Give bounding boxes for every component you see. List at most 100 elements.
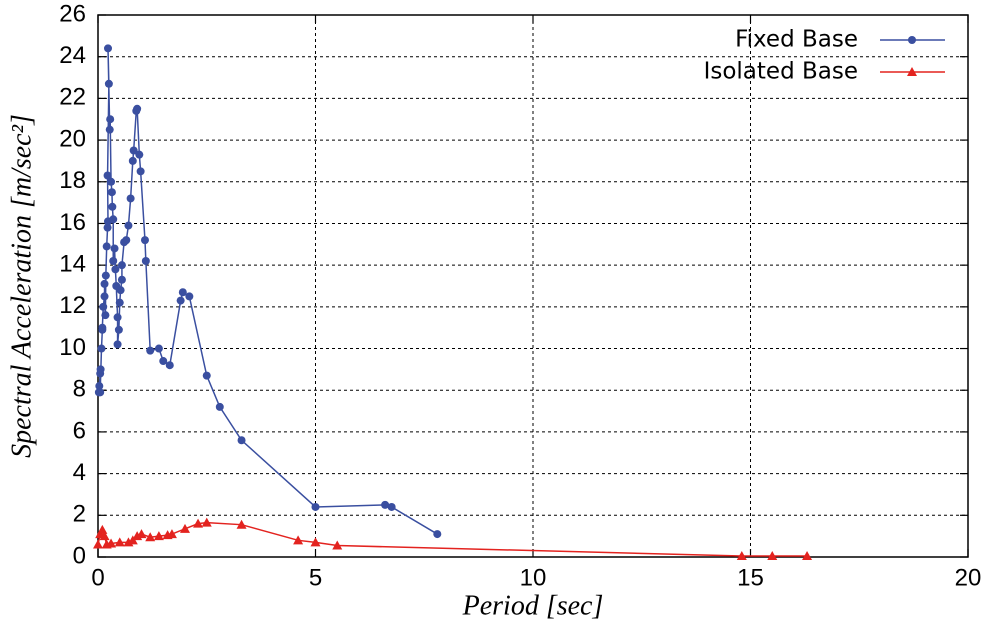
marker (907, 67, 917, 76)
marker (104, 79, 113, 88)
marker (106, 115, 115, 124)
marker (99, 302, 108, 311)
marker (736, 550, 747, 560)
marker (159, 357, 168, 366)
marker (237, 436, 246, 445)
marker (146, 346, 155, 355)
marker (128, 156, 137, 165)
marker (105, 125, 114, 134)
marker (141, 256, 150, 265)
y-tick-label: 20 (59, 125, 86, 152)
x-tick-label: 15 (737, 564, 764, 591)
marker (126, 194, 135, 203)
marker (193, 518, 204, 528)
y-tick-label: 8 (73, 376, 86, 403)
y-tick-label: 16 (59, 209, 86, 236)
marker (113, 340, 122, 349)
marker (332, 540, 343, 550)
marker (293, 535, 304, 545)
y-tick-label: 22 (59, 84, 86, 111)
marker (95, 382, 104, 391)
x-axis-label: Period [sec] (462, 590, 604, 621)
marker (153, 531, 164, 541)
marker (124, 221, 133, 230)
marker (104, 44, 113, 53)
y-axis-label: Spectral Acceleration [m/sec²] (6, 114, 37, 458)
y-tick-label: 10 (59, 334, 86, 361)
marker (387, 502, 396, 511)
marker (109, 215, 118, 224)
marker (215, 402, 224, 411)
y-tick-label: 18 (59, 167, 86, 194)
marker (97, 344, 106, 353)
marker (116, 286, 125, 295)
marker (236, 519, 247, 529)
marker (93, 539, 103, 549)
marker (908, 36, 916, 44)
marker (101, 311, 110, 320)
marker (100, 279, 109, 288)
marker (310, 537, 321, 547)
marker (176, 296, 185, 305)
marker (115, 298, 124, 307)
marker (133, 104, 142, 113)
marker (154, 344, 163, 353)
y-tick-label: 24 (59, 42, 86, 69)
x-tick-label: 10 (520, 564, 547, 591)
marker (202, 371, 211, 380)
marker (381, 500, 390, 509)
marker (140, 236, 149, 245)
marker (107, 177, 116, 186)
legend-label: Isolated Base (704, 59, 858, 85)
marker (99, 531, 110, 541)
y-tick-label: 4 (73, 459, 86, 486)
marker (103, 223, 112, 232)
marker (97, 524, 108, 534)
marker (107, 188, 116, 197)
marker (106, 538, 117, 548)
marker (113, 313, 122, 322)
x-tick-label: 0 (91, 564, 104, 591)
marker (165, 361, 174, 370)
marker (108, 202, 117, 211)
marker (114, 325, 123, 334)
marker (98, 323, 107, 332)
marker (201, 517, 212, 527)
marker (101, 271, 110, 280)
marker (96, 365, 105, 374)
marker (145, 532, 156, 542)
marker (110, 244, 119, 253)
marker (136, 529, 147, 539)
y-tick-label: 12 (59, 292, 86, 319)
x-tick-label: 20 (955, 564, 982, 591)
y-tick-label: 6 (73, 417, 86, 444)
marker (100, 292, 109, 301)
marker (109, 256, 118, 265)
y-tick-label: 14 (59, 250, 86, 277)
marker (136, 167, 145, 176)
marker (166, 529, 177, 539)
y-tick-label: 2 (73, 501, 86, 528)
marker (122, 236, 131, 245)
marker (802, 550, 813, 560)
plot-frame (97, 14, 969, 558)
marker (96, 388, 105, 397)
y-tick-label: 26 (59, 0, 86, 27)
marker (178, 288, 187, 297)
marker (767, 550, 778, 560)
series-line (98, 48, 438, 535)
marker (311, 502, 320, 511)
marker (111, 265, 120, 274)
y-tick-label: 0 (73, 542, 86, 569)
marker (117, 275, 126, 284)
x-tick-label: 5 (309, 564, 322, 591)
marker (185, 292, 194, 301)
marker (433, 530, 442, 539)
marker (117, 261, 126, 270)
marker (114, 537, 125, 547)
marker (129, 146, 138, 155)
legend-label: Fixed Base (735, 27, 858, 53)
marker (103, 171, 112, 180)
series-line (97, 521, 808, 557)
